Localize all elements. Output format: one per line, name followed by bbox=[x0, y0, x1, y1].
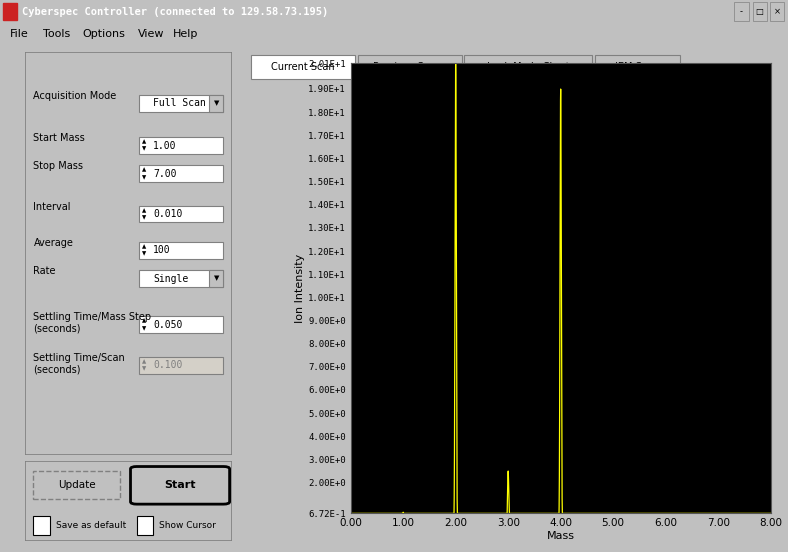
Text: ▲: ▲ bbox=[142, 167, 146, 173]
Bar bbox=[770, 2, 784, 22]
Text: IEM Scan: IEM Scan bbox=[615, 62, 660, 72]
Text: -: - bbox=[740, 7, 743, 16]
Text: 7.00: 7.00 bbox=[153, 169, 177, 179]
Text: View: View bbox=[138, 29, 165, 39]
Bar bbox=[139, 270, 224, 287]
Text: Full Scan: Full Scan bbox=[153, 98, 206, 108]
Text: Settling Time/Mass Step
(seconds): Settling Time/Mass Step (seconds) bbox=[33, 312, 151, 334]
Text: 0.100: 0.100 bbox=[153, 360, 183, 370]
Bar bbox=[139, 357, 224, 374]
Bar bbox=[595, 55, 680, 79]
Text: Stop Mass: Stop Mass bbox=[33, 161, 84, 171]
Bar bbox=[33, 471, 121, 500]
Text: Save as default: Save as default bbox=[56, 521, 126, 530]
Bar bbox=[139, 316, 224, 333]
Text: 0.010: 0.010 bbox=[153, 209, 183, 219]
Text: Rate: Rate bbox=[33, 266, 56, 276]
Text: 0.050: 0.050 bbox=[153, 320, 183, 330]
Text: ▲: ▲ bbox=[142, 139, 146, 144]
Text: Update: Update bbox=[58, 480, 95, 490]
Text: File: File bbox=[9, 29, 28, 39]
Bar bbox=[209, 270, 224, 287]
Text: ▲: ▲ bbox=[142, 244, 146, 249]
Text: Help: Help bbox=[173, 29, 199, 39]
Text: Interval: Interval bbox=[33, 201, 71, 211]
Bar bbox=[209, 95, 224, 112]
Text: ▼: ▼ bbox=[142, 147, 146, 152]
Bar bbox=[734, 2, 749, 22]
Text: ▼: ▼ bbox=[142, 215, 146, 220]
Text: Single: Single bbox=[153, 273, 188, 284]
Text: Show Cursor: Show Cursor bbox=[159, 521, 216, 530]
Text: □: □ bbox=[756, 7, 764, 16]
Bar bbox=[139, 137, 224, 154]
Bar bbox=[139, 95, 224, 112]
Text: Previous Scans: Previous Scans bbox=[373, 62, 446, 72]
Text: Start Mass: Start Mass bbox=[33, 133, 85, 143]
Text: ×: × bbox=[774, 7, 780, 16]
Text: 1.00: 1.00 bbox=[153, 141, 177, 151]
FancyBboxPatch shape bbox=[131, 466, 229, 504]
X-axis label: Mass: Mass bbox=[547, 531, 574, 541]
Bar bbox=[139, 205, 224, 222]
Text: ▼: ▼ bbox=[142, 175, 146, 180]
Text: Current Scan: Current Scan bbox=[271, 62, 335, 72]
Text: ▼: ▼ bbox=[214, 100, 219, 106]
Text: Average: Average bbox=[33, 238, 73, 248]
Text: Cyberspec Controller (connected to 129.58.73.195): Cyberspec Controller (connected to 129.5… bbox=[22, 7, 329, 17]
Y-axis label: Ion Intensity: Ion Intensity bbox=[296, 254, 306, 323]
Text: 100: 100 bbox=[153, 245, 171, 255]
Text: Leak Mode Chart: Leak Mode Chart bbox=[487, 62, 570, 72]
Bar bbox=[33, 516, 50, 534]
Text: Start: Start bbox=[165, 480, 195, 490]
Bar bbox=[3, 3, 17, 20]
Bar bbox=[251, 55, 355, 79]
Text: ▼: ▼ bbox=[142, 326, 146, 331]
Text: ▼: ▼ bbox=[142, 367, 146, 371]
Bar bbox=[139, 165, 224, 182]
Bar bbox=[136, 516, 153, 534]
Text: Settling Time/Scan
(seconds): Settling Time/Scan (seconds) bbox=[33, 353, 125, 374]
Bar bbox=[358, 55, 462, 79]
Text: ▲: ▲ bbox=[142, 319, 146, 323]
Text: Acquisition Mode: Acquisition Mode bbox=[33, 91, 117, 100]
Text: ▲: ▲ bbox=[142, 208, 146, 213]
Bar bbox=[139, 242, 224, 259]
Text: ▲: ▲ bbox=[142, 359, 146, 364]
Text: ▼: ▼ bbox=[214, 275, 219, 282]
Text: ▼: ▼ bbox=[142, 252, 146, 257]
Bar bbox=[753, 2, 767, 22]
Bar bbox=[464, 55, 592, 79]
Text: Tools: Tools bbox=[43, 29, 71, 39]
Text: Options: Options bbox=[83, 29, 125, 39]
